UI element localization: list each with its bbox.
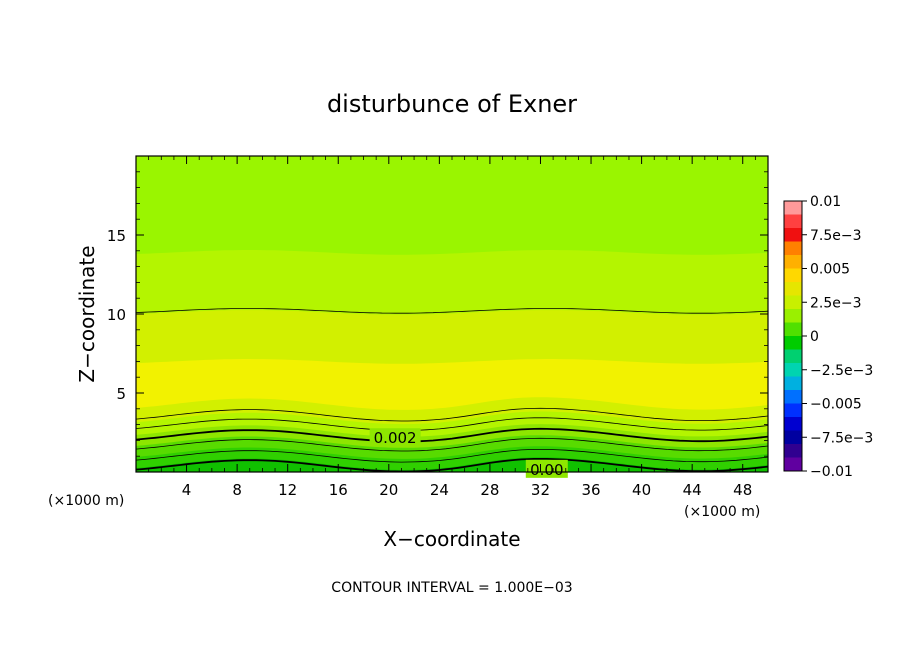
colorbar-cell-14 <box>784 390 802 404</box>
colorbar-cell-16 <box>784 417 802 431</box>
x-unit-left: (×1000 m) <box>48 493 124 509</box>
x-tick-label-8: 8 <box>232 481 242 499</box>
contour-line-1 <box>135 407 769 422</box>
colorbar-label-4: 0 <box>810 329 819 345</box>
colorbar-cells <box>784 201 802 472</box>
contour-line-3 <box>135 427 769 443</box>
colorbar-label-7: −7.5e−3 <box>810 430 873 446</box>
colorbar-cell-10 <box>784 336 802 350</box>
colorbar-cell-13 <box>784 376 802 391</box>
x-tick-label-16: 16 <box>329 481 348 499</box>
colorbar-cell-0 <box>784 201 802 215</box>
colorbar-cell-17 <box>784 430 802 445</box>
colorbar-cell-11 <box>784 349 802 364</box>
colorbar-cell-2 <box>784 228 802 242</box>
contour-label-1: 0.00 <box>530 461 563 479</box>
contour-interval-note: CONTOUR INTERVAL = 1.000E−03 <box>331 580 572 596</box>
y-tick-label-10: 10 <box>107 306 126 324</box>
x-tick-label-32: 32 <box>531 481 550 499</box>
chart-title: disturbunce of Exner <box>327 90 577 118</box>
x-tick-label-44: 44 <box>683 481 702 499</box>
colorbar-label-3: 2.5e−3 <box>810 295 862 311</box>
colorbar-cell-6 <box>784 282 802 296</box>
x-unit-right: (×1000 m) <box>684 504 760 520</box>
colorbar-label-8: −0.01 <box>810 464 853 480</box>
colorbar-label-5: −2.5e−3 <box>810 363 873 379</box>
x-tick-label-28: 28 <box>480 481 499 499</box>
colorbar-label-0: 0.01 <box>810 194 841 210</box>
colorbar: 0.01 7.5e−3 0.005 2.5e−3 0 −2.5e−3 −0.005 −7.5e… <box>783 194 873 480</box>
contour-lines <box>135 308 769 473</box>
contour-band-9 <box>136 457 768 472</box>
colorbar-label-6: −0.005 <box>810 397 862 413</box>
x-axis-title: X−coordinate <box>383 527 520 551</box>
contour-label-bg-0 <box>369 428 421 447</box>
colorbar-cell-1 <box>784 214 802 229</box>
y-tick-label-5: 5 <box>116 385 126 403</box>
contour-label-bg-1 <box>525 459 568 478</box>
colorbar-cell-18 <box>784 444 802 458</box>
contour-line-2 <box>135 417 769 431</box>
x-tick-label-24: 24 <box>430 481 449 499</box>
x-tick-label-20: 20 <box>379 481 398 499</box>
contour-labels: 0.002 0.00 <box>369 428 568 479</box>
x-tick-label-40: 40 <box>632 481 651 499</box>
contour-label-0: 0.002 <box>374 429 417 447</box>
y-axis-title: Z−coordinate <box>75 245 99 382</box>
contour-line-0 <box>135 308 769 314</box>
colorbar-cell-4 <box>784 255 802 269</box>
x-tick-label-48: 48 <box>733 481 752 499</box>
y-tick-label-15: 15 <box>107 227 126 245</box>
colorbar-cell-19 <box>784 457 802 472</box>
contour-fill-bands <box>136 156 768 472</box>
contour-line-5 <box>135 449 769 463</box>
x-tick-label-36: 36 <box>581 481 600 499</box>
colorbar-label-2: 0.005 <box>810 262 850 278</box>
colorbar-labels: 0.01 7.5e−3 0.005 2.5e−3 0 −2.5e−3 −0.005 −7.5e… <box>802 194 873 480</box>
colorbar-cell-3 <box>784 241 802 256</box>
x-tick-label-12: 12 <box>278 481 297 499</box>
colorbar-cell-8 <box>784 309 802 323</box>
colorbar-cell-12 <box>784 363 802 377</box>
colorbar-cell-7 <box>784 295 802 310</box>
colorbar-cell-5 <box>784 268 802 283</box>
colorbar-cell-15 <box>784 403 802 418</box>
x-tick-label-4: 4 <box>182 481 192 499</box>
contour-line-4 <box>135 437 769 452</box>
colorbar-label-1: 7.5e−3 <box>810 228 862 244</box>
colorbar-cell-9 <box>784 322 802 337</box>
